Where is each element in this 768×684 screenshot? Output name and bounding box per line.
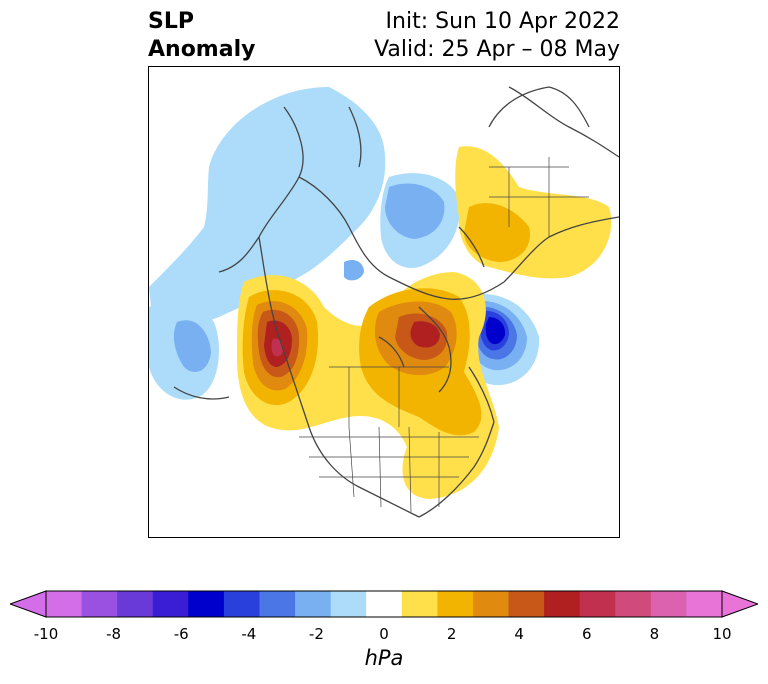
anomaly-region-blue-small <box>344 260 364 281</box>
colorbar-units: hPa <box>364 646 404 670</box>
positive-anomaly-regions <box>237 146 612 499</box>
colorbar-segment <box>508 591 545 617</box>
colorbar-segment <box>472 591 510 617</box>
anomaly-region-orange-europe <box>464 203 530 262</box>
colorbar-segment <box>295 591 332 617</box>
title-line-2: Anomaly <box>148 37 256 62</box>
init-date: Init: Sun 10 Apr 2022 <box>385 9 620 34</box>
colorbar-segment <box>259 591 296 617</box>
anomaly-region-darkred-canada <box>410 321 440 348</box>
colorbar-tick-label: 8 <box>649 625 660 643</box>
date-block: Init: Sun 10 Apr 2022 Valid: 25 Apr – 08… <box>374 8 620 64</box>
slp-anomaly-map <box>149 86 619 518</box>
colorbar-segment <box>544 591 581 617</box>
colorbar-segment <box>152 591 189 617</box>
colorbar-segment <box>117 591 154 617</box>
colorbar-segment <box>615 591 652 617</box>
colorbar-tick-label: 6 <box>582 625 592 643</box>
colorbar-segment <box>366 591 403 617</box>
negative-anomaly-regions <box>149 87 540 400</box>
anomaly-region-pink-core <box>271 338 284 357</box>
colorbar-tick-label: -2 <box>308 625 324 643</box>
colorbar-segment <box>401 591 438 617</box>
colorbar-segment <box>46 591 83 617</box>
colorbar-segment <box>188 591 225 617</box>
anomaly-region-blue-siberia <box>385 183 445 239</box>
anomaly-region-blue-pacific-core <box>173 320 211 372</box>
colorbar-tick-label: 2 <box>446 625 457 643</box>
anomaly-region-low-core <box>485 317 506 345</box>
colorbar-segment <box>437 591 474 617</box>
colorbar-extend-high <box>721 590 758 618</box>
colorbar-tick-label: -6 <box>173 625 189 643</box>
colorbar-tick-label: 10 <box>712 625 732 643</box>
colorbar-extend-low <box>10 590 47 618</box>
colorbar-tick-label: 4 <box>514 625 524 643</box>
valid-date: Valid: 25 Apr – 08 May <box>374 37 620 62</box>
colorbar-outline <box>45 590 723 618</box>
colorbar-segments <box>10 590 758 618</box>
map-panel <box>148 66 620 538</box>
anomaly-region-blue-broad <box>149 87 386 340</box>
borders <box>299 157 589 513</box>
colorbar-tick-label: 0 <box>379 625 389 643</box>
colorbar-segment <box>650 591 687 617</box>
colorbar <box>10 590 758 618</box>
colorbar-segment <box>81 591 118 617</box>
colorbar-tick-label: -10 <box>33 625 59 643</box>
colorbar-segment <box>223 591 260 617</box>
title-line-1: SLP <box>148 9 194 34</box>
title-block: SLP Anomaly <box>148 8 255 64</box>
colorbar-segment <box>330 591 367 617</box>
coastlines <box>173 86 619 518</box>
colorbar-segment <box>579 591 616 617</box>
colorbar-tick-label: -4 <box>241 625 257 643</box>
colorbar-tick-label: -8 <box>106 625 122 643</box>
colorbar-segment <box>686 591 723 617</box>
